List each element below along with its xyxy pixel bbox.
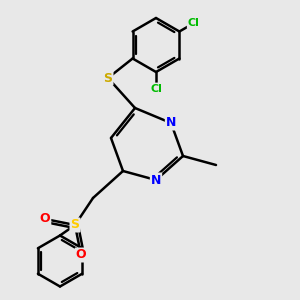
- Text: N: N: [151, 173, 161, 187]
- Text: S: S: [70, 218, 80, 232]
- Text: O: O: [40, 212, 50, 226]
- Text: N: N: [166, 116, 176, 130]
- Text: Cl: Cl: [188, 18, 200, 28]
- Text: S: S: [103, 71, 112, 85]
- Text: O: O: [76, 248, 86, 262]
- Text: Cl: Cl: [150, 83, 162, 94]
